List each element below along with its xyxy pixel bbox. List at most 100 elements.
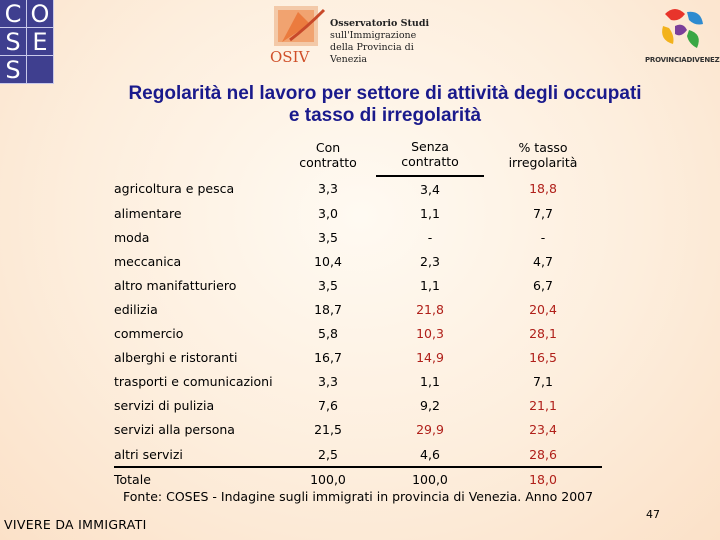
total-senza-contratto-cell: 100,0 (376, 466, 484, 491)
table-row: trasporti e comunicazioni 3,3 1,1 7,1 (114, 370, 602, 394)
table-row: meccanica 10,4 2,3 4,7 (114, 249, 602, 273)
irregolarita-cell: 20,4 (529, 302, 557, 318)
header-line: % tasso (518, 140, 568, 155)
irregolarita-cell: 6,7 (533, 277, 553, 293)
data-table: Con contratto Senza contratto % tasso ir… (114, 136, 602, 491)
coses-logo: C O S E S (0, 0, 54, 84)
sector-cell: servizi di pulizia (114, 398, 215, 414)
senza-contratto-cell: - (427, 229, 433, 245)
table-row: servizi alla persona 21,5 29,9 23,4 (114, 418, 602, 442)
page-title: Regolarità nel lavoro per settore di att… (90, 83, 680, 127)
sector-cell: servizi alla persona (114, 422, 235, 438)
total-irregolarita-cell: 18,0 (484, 466, 602, 491)
irregolarita-cell: 4,7 (533, 253, 553, 269)
senza-contratto-cell: 1,1 (420, 374, 440, 390)
table-row: alberghi e ristoranti 16,7 14,9 16,5 (114, 346, 602, 370)
osiv-logo: OSIV Osservatorio Studi sull'Immigrazion… (268, 4, 448, 68)
senza-contratto-cell: 3,4 (420, 181, 440, 197)
con-contratto-cell: 21,5 (314, 422, 342, 438)
header-line: Senza (411, 139, 449, 154)
header-line: irregolarità (508, 155, 578, 170)
table-header-row: Con contratto Senza contratto % tasso ir… (114, 136, 602, 177)
irregolarita-cell: 28,6 (529, 446, 557, 462)
con-contratto-cell: 7,6 (318, 398, 338, 414)
provincia-logo: PROVINCIADIVENEZIA (645, 4, 720, 70)
con-contratto-cell: 3,3 (318, 181, 338, 197)
table-row: servizi di pulizia 7,6 9,2 21,1 (114, 394, 602, 418)
header-line: contratto (299, 155, 357, 170)
senza-contratto-cell: 14,9 (416, 350, 444, 366)
table-row: commercio 5,8 10,3 28,1 (114, 322, 602, 346)
sector-cell: trasporti e comunicazioni (114, 374, 273, 390)
coses-letter (27, 56, 54, 84)
sector-cell: agricoltura e pesca (114, 181, 235, 197)
con-contratto-cell: 3,3 (318, 374, 338, 390)
irregolarita-cell: 16,5 (529, 350, 557, 366)
con-contratto-cell: 2,5 (318, 446, 338, 462)
irregolarita-cell: 21,1 (529, 398, 557, 414)
senza-contratto-cell: 21,8 (416, 302, 444, 318)
header-cell-senza-contratto: Senza contratto (376, 136, 484, 177)
footer-label: VIVERE DA IMMIGRATI (4, 517, 147, 532)
osiv-line: sull'Immigrazione (330, 30, 417, 41)
senza-contratto-cell: 9,2 (420, 398, 440, 414)
senza-contratto-cell: 4,6 (420, 446, 440, 462)
irregolarita-cell: 23,4 (529, 422, 557, 438)
con-contratto-cell: 3,5 (318, 277, 338, 293)
source-note: Fonte: COSES - Indagine sugli immigrati … (123, 489, 594, 504)
header-cell-tasso-irregolarita: % tasso irregolarità (484, 136, 602, 176)
irregolarita-cell: 7,7 (533, 205, 553, 221)
con-contratto-cell: 3,0 (318, 205, 338, 221)
table-row: altro manifatturiero 3,5 1,1 6,7 (114, 273, 602, 297)
osiv-line: Osservatorio Studi (330, 18, 430, 29)
table-row: edilizia 18,7 21,8 20,4 (114, 297, 602, 321)
irregolarita-cell: 7,1 (533, 374, 553, 390)
sector-cell: alberghi e ristoranti (114, 350, 238, 366)
coses-letter: E (27, 28, 54, 56)
header-line: contratto (401, 154, 459, 169)
coses-letter: S (0, 56, 27, 84)
total-label-cell: Totale (114, 466, 280, 491)
con-contratto-cell: 18,7 (314, 302, 342, 318)
table-row: altri servizi 2,5 4,6 28,6 (114, 442, 602, 467)
table-total-row: Totale 100,0 100,0 18,0 (114, 466, 602, 491)
sector-cell: meccanica (114, 253, 182, 269)
provincia-label: PROVINCIADIVENEZIA (645, 56, 720, 64)
title-line-2: e tasso di irregolarità (288, 105, 482, 126)
table-row: agricoltura e pesca 3,3 3,4 18,8 (114, 176, 602, 201)
osiv-mark-text: OSIV (270, 48, 310, 66)
osiv-line: della Provincia di Venezia (330, 42, 414, 65)
senza-contratto-cell: 1,1 (420, 277, 440, 293)
sector-cell: edilizia (114, 302, 158, 318)
header-line: Con (315, 140, 341, 155)
senza-contratto-cell: 10,3 (416, 326, 444, 342)
header-cell-sector (114, 136, 280, 176)
header-cell-con-contratto: Con contratto (280, 136, 376, 176)
coses-letter: C (0, 0, 27, 28)
sector-cell: commercio (114, 326, 184, 342)
page-number: 47 (646, 508, 660, 521)
coses-letter: O (27, 0, 54, 28)
coses-letter: S (0, 28, 27, 56)
total-con-contratto-cell: 100,0 (280, 466, 376, 491)
con-contratto-cell: 10,4 (314, 253, 342, 269)
irregolarita-cell: 28,1 (529, 326, 557, 342)
table-row: alimentare 3,0 1,1 7,7 (114, 201, 602, 225)
title-line-1: Regolarità nel lavoro per settore di att… (128, 83, 642, 104)
senza-contratto-cell: 29,9 (416, 422, 444, 438)
table-row: moda 3,5 - - (114, 225, 602, 249)
provincia-emblem-icon (662, 9, 703, 48)
sector-cell: moda (114, 229, 150, 245)
osiv-mark-icon: OSIV (270, 6, 326, 66)
con-contratto-cell: 5,8 (318, 326, 338, 342)
osiv-text: Osservatorio Studi sull'Immigrazione del… (330, 18, 448, 66)
sector-cell: alimentare (114, 205, 182, 221)
con-contratto-cell: 3,5 (318, 229, 338, 245)
irregolarita-cell: - (540, 229, 546, 245)
sector-cell: altri servizi (114, 446, 183, 462)
irregolarita-cell: 18,8 (529, 181, 557, 197)
con-contratto-cell: 16,7 (314, 350, 342, 366)
senza-contratto-cell: 1,1 (420, 205, 440, 221)
sector-cell: altro manifatturiero (114, 277, 237, 293)
senza-contratto-cell: 2,3 (420, 253, 440, 269)
